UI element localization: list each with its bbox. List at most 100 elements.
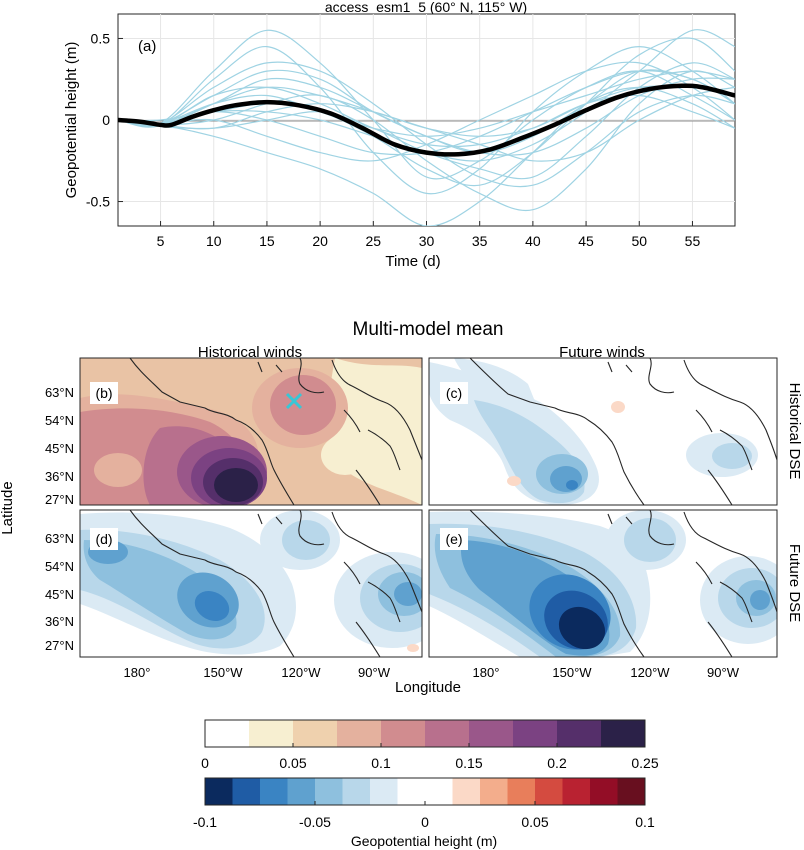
latitude-ticks-top: 63°N 54°N 45°N 36°N 27°N [45, 385, 74, 507]
longitude-tick-label: 180° [473, 665, 500, 680]
colorbar-swatch [590, 778, 618, 805]
colorbar-swatch [232, 778, 261, 805]
y-tick-label: 0 [102, 112, 110, 128]
colorbar-swatch [370, 778, 398, 805]
colorbar-swatch [315, 778, 343, 805]
colorbar-swatch [260, 778, 288, 805]
colorbar-tick-label: 0.05 [521, 814, 548, 830]
row-title-historical-dse: Historical DSE [786, 383, 803, 480]
longitude-ticks: 180° 150°W 120°W 90°W 180° 150°W 120°W 90°W [124, 665, 740, 680]
x-tick-label: 30 [419, 233, 435, 249]
panel-label-bg-b [90, 382, 118, 404]
location-marker-x [285, 392, 303, 410]
colorbar-swatch [562, 778, 591, 805]
x-tick-label: 20 [312, 233, 328, 249]
column-title-historical-winds: Historical winds [198, 344, 302, 361]
ensemble-member-line [118, 86, 735, 148]
x-tick-label: 10 [206, 233, 222, 249]
coastline [469, 510, 777, 657]
x-tick-label: 15 [259, 233, 275, 249]
latitude-tick-label: 36°N [45, 469, 74, 484]
colorbar-tick-label: 0.15 [455, 755, 482, 771]
panel-label-e: (e) [445, 531, 462, 547]
map-frame-c [428, 357, 778, 506]
colorbar-label: Geopotential height (m) [351, 833, 497, 849]
row-title-future-dse: Future DSE [786, 544, 803, 622]
maps-title: Multi-model mean [353, 319, 504, 340]
field-level-0c [364, 372, 420, 408]
colorbar-swatch [293, 720, 338, 747]
colorbar-swatch [557, 720, 602, 747]
colorbar-tick-label: 0 [201, 755, 209, 771]
y-tick-label: 0.5 [91, 30, 111, 46]
latitude-ticks-bottom: 63°N 54°N 45°N 36°N 27°N [45, 531, 74, 653]
colorbar-diverging: -0.1 -0.05 0 0.05 0.1 [193, 777, 655, 830]
coastline [469, 358, 777, 505]
ensemble-mean-line [118, 83, 735, 157]
colorbar-swatch [425, 720, 470, 747]
x-tick-label: 40 [525, 233, 541, 249]
field-level-n5 [194, 591, 230, 621]
colorbar-swatch [342, 778, 371, 805]
field-level-8 [214, 468, 258, 502]
colorbar-swatch [205, 720, 250, 747]
field-level-n5 [566, 480, 578, 490]
field-level-n4b [750, 590, 770, 610]
latitude-tick-label: 63°N [45, 531, 74, 546]
colorbar-tick-label: 0.2 [547, 755, 567, 771]
field-level-n2b [712, 443, 752, 469]
map-panel-c [429, 358, 777, 505]
panel-a-ticks: 5 10 15 20 25 30 35 40 45 50 55 -0.5 0 0.5 [86, 30, 701, 249]
colorbar-swatch [249, 720, 294, 747]
field-level-3b [270, 375, 336, 435]
latitude-tick-label: 45°N [45, 587, 74, 602]
y-tick-label: -0.5 [86, 194, 110, 210]
ensemble-member-line [118, 45, 735, 195]
panel-a-title: access_esm1_5 (60° N, 115° W) [325, 0, 527, 15]
latitude-tick-label: 45°N [45, 441, 74, 456]
map-frame-d [79, 509, 423, 658]
colorbar-tick-label: 0.05 [279, 755, 306, 771]
field-level-n2b [282, 520, 330, 560]
longitude-tick-label: 120°W [630, 665, 670, 680]
field-level-0b [321, 435, 369, 475]
colorbar-swatch [337, 720, 382, 747]
coastline [129, 510, 422, 657]
map-panel-b [80, 358, 422, 505]
ensemble-member-line [118, 85, 735, 137]
map-panels: Multi-model mean Historical winds Future… [0, 319, 803, 696]
colorbar-swatch [397, 778, 426, 805]
field-level-n1b [454, 358, 536, 404]
colorbar-swatch [469, 720, 514, 747]
panel-label-d: (d) [95, 531, 112, 547]
map-panel-e [429, 510, 777, 657]
panel-a-xlabel: Time (d) [385, 253, 440, 270]
colorbar-tick-label: 0.25 [631, 755, 658, 771]
colorbar-tick-label: -0.1 [193, 814, 217, 830]
colorbar-tick-label: 0 [421, 814, 429, 830]
field-level-n7 [558, 606, 606, 650]
x-tick-label: 45 [578, 233, 594, 249]
x-tick-label: 50 [631, 233, 647, 249]
panel-a: access_esm1_5 (60° N, 115° W) 5 10 15 20 25 3… [63, 0, 736, 270]
field-level-n4c [394, 582, 422, 606]
latitude-tick-label: 54°N [45, 559, 74, 574]
panel-a-ylabel: Geopotential height (m) [63, 42, 80, 199]
colorbar-swatch [617, 778, 646, 805]
colorbar-swatch [381, 720, 426, 747]
map-frame-e [428, 509, 778, 658]
longitude-tick-label: 120°W [281, 665, 321, 680]
longitude-tick-label: 180° [124, 665, 151, 680]
latitude-tick-label: 54°N [45, 413, 74, 428]
longitude-tick-label: 150°W [552, 665, 592, 680]
panel-label-bg-e [440, 528, 468, 550]
colorbar-frame [204, 719, 646, 748]
colorbar-swatch [513, 720, 558, 747]
colorbar-swatch [287, 778, 316, 805]
field-level-p1 [407, 644, 419, 652]
x-tick-label: 55 [685, 233, 701, 249]
latitude-tick-label: 27°N [45, 492, 74, 507]
maps-ylabel: Latitude [0, 481, 16, 534]
colorbar-swatch [425, 778, 453, 805]
